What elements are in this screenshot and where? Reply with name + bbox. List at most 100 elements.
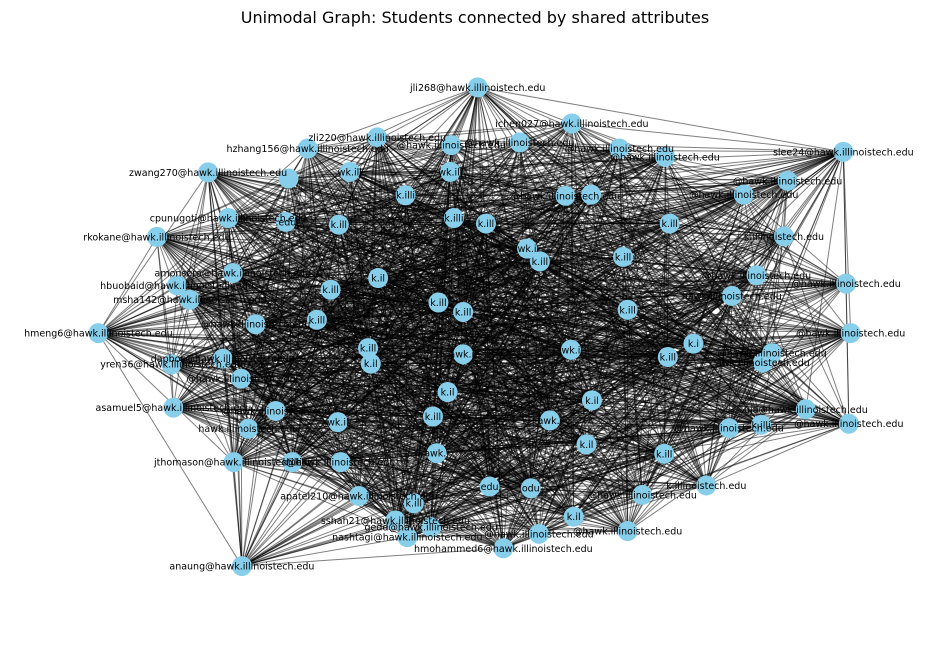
node-label: k.il [567, 512, 581, 523]
graph-edge [255, 260, 541, 325]
graph-edge [447, 283, 847, 393]
graph-edge [292, 352, 773, 463]
graph-edge [845, 283, 850, 424]
graph-edge [222, 358, 587, 445]
node-label: uja@hawk.illinoistech.edu [744, 405, 868, 416]
graph-edge [565, 151, 844, 197]
graph-node [751, 414, 772, 435]
graph-node [443, 208, 464, 229]
graph-edge [248, 427, 730, 430]
graph-edge [762, 362, 807, 410]
node-label: jthomason@hawk.illinoistech.edu [153, 458, 313, 469]
graph-node [428, 292, 449, 313]
graph-edge [693, 343, 850, 425]
graph-node [777, 170, 798, 191]
node-label: jli268@hawk.illinoistech.edu [409, 83, 545, 94]
graph-edge [98, 302, 439, 334]
graph-edge [173, 391, 448, 409]
graph-edge [255, 323, 694, 345]
node-label: @hawk.illinoistech.edu [465, 138, 574, 149]
graph-node [467, 77, 488, 98]
node-label: rkokane@hawk.illinoistech.edu [83, 232, 230, 243]
graph-edge [565, 195, 851, 334]
graph-edge [233, 461, 490, 488]
graph-edge [189, 295, 732, 301]
node-label: @hawk.illinoistech.edu [565, 144, 674, 155]
graph-edge [288, 171, 350, 180]
graph-node [437, 382, 458, 403]
graph-edge [705, 427, 730, 486]
graph-edge [189, 299, 851, 334]
graph-edge [228, 194, 406, 219]
node-label: cpunugoti@hawk.illinoistech.edu [150, 214, 307, 225]
graph-edge [395, 487, 531, 521]
graph-edge [743, 194, 847, 284]
graph-edge [340, 461, 574, 518]
graph-edge [502, 488, 532, 549]
graph-edge [462, 311, 762, 426]
graph-edge [447, 391, 593, 401]
graph-node [617, 521, 638, 542]
graph-edge [571, 122, 844, 153]
graph-edge [590, 194, 807, 410]
node-label: @hawk.illinoistech.edu [511, 191, 620, 202]
graph-edge [98, 332, 243, 567]
node-label: wk.il [327, 418, 349, 429]
graph-edge [378, 277, 847, 285]
graph-node [453, 344, 474, 365]
graph-edge [370, 363, 730, 429]
graph-node [397, 527, 418, 548]
node-label: k.illinoistech.edu [744, 232, 824, 243]
graph-node [161, 354, 182, 375]
node-label: gedd@hawk.illinoistech.edu [364, 523, 497, 534]
graph-edge [156, 236, 540, 262]
graph-node [167, 275, 188, 296]
graph-node [493, 538, 514, 559]
graph-edge [729, 423, 849, 429]
label-layer: jli268@hawk.illinoistech.edu ichen027@haw… [24, 83, 914, 573]
graph-edge [527, 248, 757, 276]
graph-edge [340, 461, 707, 486]
graph-edge [667, 356, 763, 364]
graph-edge [338, 223, 670, 226]
graph-node [282, 452, 303, 473]
graph-edge [240, 356, 668, 380]
node-label: @hawk.illinoistech.edu [397, 141, 506, 152]
graph-edge [171, 299, 191, 365]
graph-edge [664, 427, 730, 455]
graph-edge [98, 284, 178, 334]
graph-edge [367, 347, 551, 421]
graph-node [560, 339, 581, 360]
graph-node [328, 214, 349, 235]
node-label: hmohammed6@hawk.illinoistech.edu [414, 544, 593, 555]
graph-node [453, 301, 474, 322]
node-label: @hawk.illinoistech.edu [588, 490, 697, 501]
graph-edge [233, 399, 593, 463]
graph-node [422, 406, 443, 427]
graph-node [509, 132, 530, 153]
node-label: k.ill [615, 252, 631, 263]
graph-node [752, 352, 773, 373]
node-label: awk.i [424, 449, 449, 460]
node-label: k.il [371, 274, 385, 285]
node-label: k.il [441, 388, 455, 399]
node-label: k.ill [425, 412, 441, 423]
graph-node [721, 285, 742, 306]
graph-edge [275, 391, 448, 412]
graph-edge [762, 236, 785, 363]
graph-edge [413, 486, 490, 504]
graph-node [245, 314, 266, 335]
node-label: @hawk.illinoistech.edu [717, 349, 826, 360]
graph-edge [370, 363, 438, 454]
graph-node [198, 162, 219, 183]
graph-edge [462, 353, 587, 445]
node-label: k.ill [430, 298, 446, 309]
graph-edge [527, 235, 784, 250]
graph-edge [330, 283, 847, 291]
graph-edge [233, 378, 242, 463]
graph-node [655, 146, 676, 167]
graph-edge [367, 277, 379, 349]
graph-edge [307, 122, 572, 150]
graph-edge [432, 416, 730, 429]
